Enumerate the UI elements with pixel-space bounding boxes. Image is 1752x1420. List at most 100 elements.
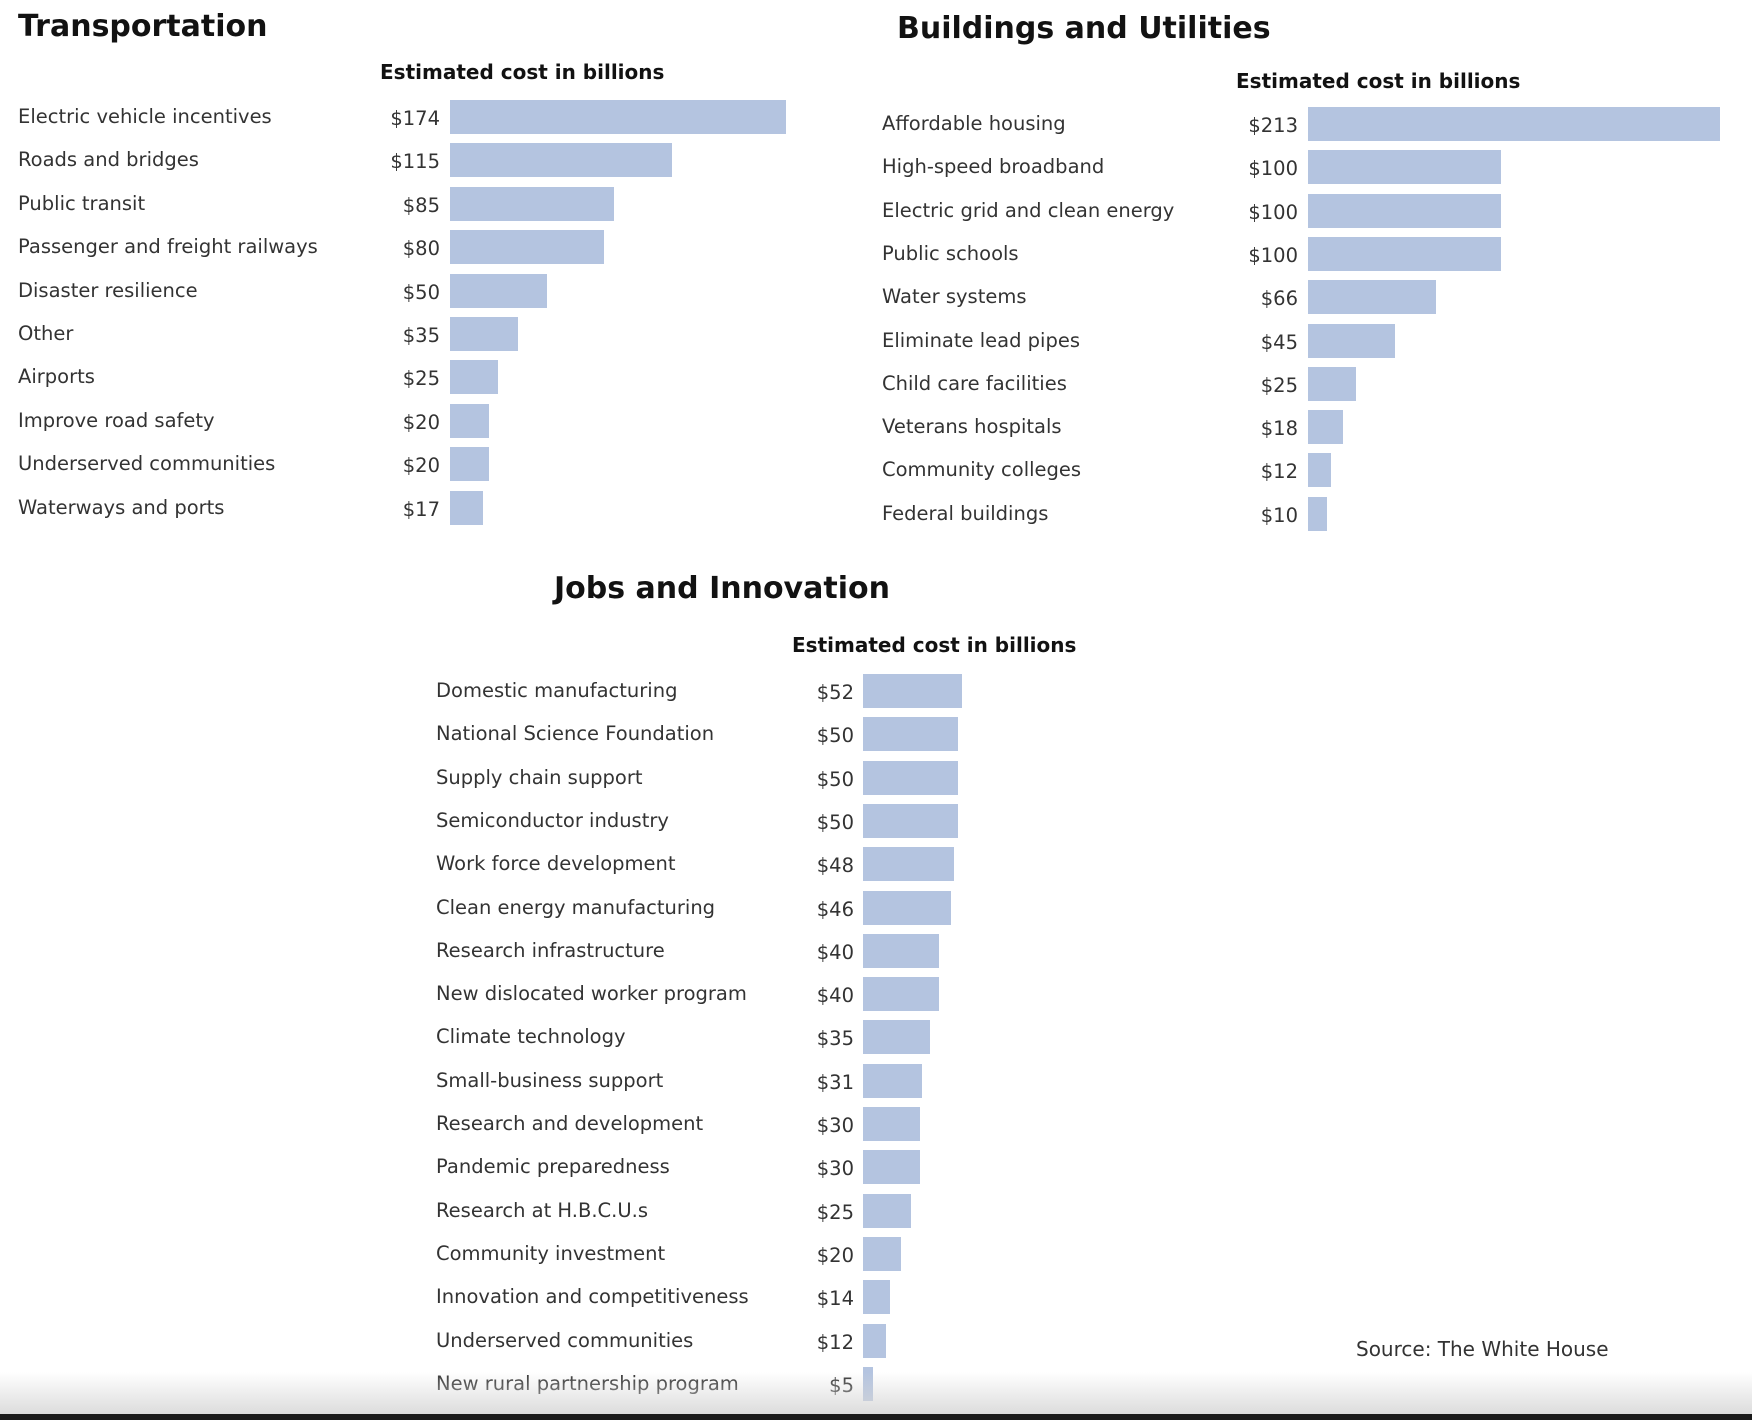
value-label: $30 bbox=[816, 1157, 854, 1181]
bar bbox=[863, 1020, 930, 1055]
bar bbox=[863, 1107, 921, 1141]
bar-row: Work force development $48 bbox=[436, 847, 966, 882]
chart-transportation: Transportation Estimated cost in billion… bbox=[18, 8, 798, 528]
bar-row: Small-business support $31 bbox=[436, 1063, 966, 1098]
category-label: Small-business support bbox=[436, 1068, 664, 1092]
bar bbox=[450, 447, 489, 482]
category-label: High-speed broadband bbox=[882, 155, 1105, 179]
value-label: $48 bbox=[816, 854, 854, 878]
bar-row: National Science Foundation $50 bbox=[436, 717, 966, 752]
bottom-shadow bbox=[0, 1372, 1752, 1414]
bar-row: High-speed broadband $100 bbox=[882, 150, 1724, 185]
value-label: $52 bbox=[816, 681, 854, 704]
category-label: Child care facilities bbox=[882, 371, 1067, 395]
bar bbox=[1308, 236, 1502, 271]
bar-row: Electric grid and clean energy $100 bbox=[882, 193, 1724, 228]
category-label: Community investment bbox=[436, 1241, 666, 1265]
category-label: Work force development bbox=[436, 852, 676, 876]
value-label: $50 bbox=[816, 767, 854, 791]
bar bbox=[1308, 107, 1720, 141]
chart-title: Transportation bbox=[18, 9, 268, 44]
category-label: Research infrastructure bbox=[436, 938, 665, 962]
value-label: $50 bbox=[816, 810, 854, 834]
bar-row: Eliminate lead pipes $45 bbox=[882, 323, 1724, 358]
value-label: $35 bbox=[402, 324, 440, 347]
value-label: $12 bbox=[816, 1330, 854, 1354]
category-label: Passenger and freight railways bbox=[18, 235, 318, 259]
value-label: $10 bbox=[1260, 503, 1298, 527]
category-label: Electric grid and clean energy bbox=[882, 198, 1175, 222]
bar-row: Waterways and ports $17 bbox=[18, 490, 790, 525]
bar-row: Affordable housing $213 bbox=[882, 107, 1724, 141]
category-label: Underserved communities bbox=[436, 1328, 694, 1352]
value-label: $20 bbox=[402, 410, 440, 434]
value-label: $31 bbox=[816, 1070, 854, 1094]
category-label: Veterans hospitals bbox=[882, 415, 1062, 439]
value-label: $25 bbox=[1260, 373, 1298, 397]
value-label: $12 bbox=[1260, 460, 1298, 484]
bottom-edge-bar bbox=[0, 1414, 1752, 1420]
category-label: Public transit bbox=[18, 191, 146, 215]
bar-row: Underserved communities $12 bbox=[436, 1323, 966, 1358]
bar bbox=[450, 230, 605, 265]
chart-title: Jobs and Innovation bbox=[554, 571, 890, 606]
category-label: Innovation and competitiveness bbox=[436, 1285, 749, 1309]
bar-row: Passenger and freight railways $80 bbox=[18, 230, 790, 265]
bar bbox=[863, 847, 955, 882]
bar bbox=[863, 1323, 886, 1358]
category-label: Supply chain support bbox=[436, 765, 643, 789]
value-label: $40 bbox=[816, 984, 854, 1008]
value-label: $66 bbox=[1260, 287, 1298, 311]
source-note: Source: The White House bbox=[1356, 1337, 1609, 1361]
bar-row: Community colleges $12 bbox=[882, 453, 1724, 488]
bar bbox=[863, 1280, 890, 1315]
bar bbox=[450, 490, 483, 525]
bar-row: Research infrastructure $40 bbox=[436, 933, 966, 968]
bar-row: Child care facilities $25 bbox=[882, 366, 1724, 401]
bar-row: Supply chain support $50 bbox=[436, 760, 966, 795]
category-label: Clean energy manufacturing bbox=[436, 895, 716, 919]
bar-row: Pandemic preparedness $30 bbox=[436, 1150, 966, 1185]
category-label: Community colleges bbox=[882, 458, 1082, 482]
value-label: $213 bbox=[1248, 114, 1298, 137]
category-label: Pandemic preparedness bbox=[436, 1155, 670, 1179]
value-label: $20 bbox=[402, 454, 440, 478]
category-label: Semiconductor industry bbox=[436, 808, 669, 832]
value-label: $100 bbox=[1248, 157, 1298, 181]
value-label: $174 bbox=[390, 107, 440, 130]
value-label: $100 bbox=[1248, 200, 1298, 224]
value-label: $85 bbox=[402, 193, 440, 217]
value-label: $25 bbox=[402, 367, 440, 391]
bar bbox=[863, 1193, 911, 1228]
bar-row: Clean energy manufacturing $46 bbox=[436, 890, 966, 925]
category-label: Disaster resilience bbox=[18, 278, 198, 302]
category-label: Eliminate lead pipes bbox=[882, 328, 1080, 352]
bar bbox=[450, 100, 786, 134]
value-label: $18 bbox=[1260, 417, 1298, 441]
bar bbox=[863, 933, 940, 968]
bar-row: Airports $25 bbox=[18, 360, 790, 395]
value-label: $50 bbox=[402, 280, 440, 304]
bar bbox=[1308, 193, 1502, 228]
chart-subtitle: Estimated cost in billions bbox=[380, 60, 665, 84]
bar bbox=[863, 890, 951, 925]
value-label: $50 bbox=[816, 724, 854, 748]
bar bbox=[1308, 496, 1328, 531]
bar bbox=[1308, 280, 1436, 315]
category-label: Research at H.B.C.U.s bbox=[436, 1198, 648, 1222]
bar-row: Innovation and competitiveness $14 bbox=[436, 1280, 966, 1315]
category-label: Public schools bbox=[882, 241, 1019, 265]
bar-row: Electric vehicle incentives $174 bbox=[18, 100, 790, 134]
chart-subtitle: Estimated cost in billions bbox=[792, 633, 1077, 657]
value-label: $80 bbox=[402, 237, 440, 261]
category-label: Underserved communities bbox=[18, 452, 276, 476]
category-label: Climate technology bbox=[436, 1025, 626, 1049]
bar bbox=[863, 1150, 921, 1185]
value-label: $20 bbox=[816, 1243, 854, 1267]
category-label: Affordable housing bbox=[882, 112, 1066, 135]
category-label: Waterways and ports bbox=[18, 495, 225, 519]
category-label: Domestic manufacturing bbox=[436, 679, 678, 702]
bar bbox=[450, 143, 673, 178]
bar bbox=[1308, 366, 1357, 401]
